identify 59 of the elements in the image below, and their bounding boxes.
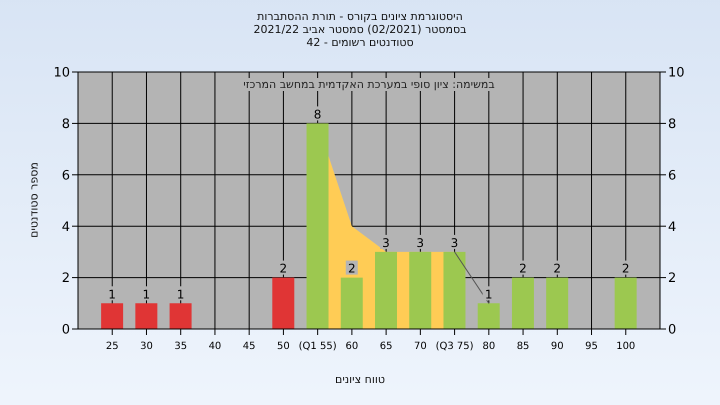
x-tick-label: 95: [585, 341, 598, 352]
bar: [443, 252, 466, 329]
x-tick-label: 40: [208, 341, 222, 352]
y-tick-label: 0: [62, 322, 70, 338]
data-label: 1: [176, 287, 184, 302]
y-tick-label: 8: [62, 117, 70, 132]
bar: [170, 303, 192, 329]
y2-tick-label: 0: [668, 322, 676, 338]
chart-subtitle: בסמסטר (02/2021) סמסטר אביב 2021/22 סטודנטים רשומים - 42: [252, 23, 468, 49]
data-label: 2: [348, 262, 356, 276]
bar: [306, 123, 329, 329]
y-axis-title: מספר סטודנטים: [28, 162, 40, 238]
annotation: במשימה: ציון סופי במערכת האקדמית במחשב המרכזי: [241, 78, 497, 91]
x-tick-label: 70: [414, 341, 427, 352]
y2-tick-label: 6: [668, 168, 676, 184]
bar: [135, 303, 158, 329]
bar: [409, 252, 432, 329]
data-label: 2: [279, 262, 288, 276]
data-label: 1: [108, 287, 116, 302]
bar: [375, 252, 397, 329]
y2-tick-label: 4: [668, 220, 676, 235]
data-label: 2: [519, 262, 527, 276]
y2-tick-label: 8: [668, 117, 676, 132]
x-tick-label: 45: [242, 341, 256, 352]
bar: [272, 278, 294, 329]
data-label: 8: [314, 107, 322, 122]
x-tick-label: 85: [516, 341, 530, 352]
data-label: 3: [382, 236, 390, 250]
y-tick-label: 10: [53, 66, 70, 81]
x-tick-label: 60: [346, 341, 358, 352]
y-tick-label: 6: [62, 168, 70, 184]
bar: [614, 278, 637, 329]
bar: [101, 303, 124, 329]
x-tick-label: (Q3 75): [436, 341, 474, 352]
bar: [512, 278, 534, 329]
y2-tick-label: 2: [668, 271, 676, 286]
x-tick-label: 80: [482, 341, 496, 352]
y-tick-label: 2: [62, 271, 70, 286]
x-tick-label: 90: [550, 341, 564, 352]
x-tick-label: 100: [616, 341, 636, 352]
x-tick-label: 30: [140, 341, 153, 352]
data-label: 2: [553, 262, 561, 276]
x-tick-label: 25: [106, 341, 119, 352]
bar: [340, 278, 363, 329]
x-tick-label: 35: [174, 341, 188, 352]
data-label: 2: [622, 262, 630, 276]
x-tick-label: 65: [380, 341, 392, 352]
bar: [478, 303, 500, 329]
chart-title: היסטוגרמת ציונים בקורס - תורת ההסתברות: [256, 10, 464, 23]
data-label: 1: [484, 287, 493, 302]
data-label: 1: [142, 287, 150, 302]
x-tick-label: 50: [277, 341, 290, 352]
y-tick-label: 4: [62, 220, 70, 235]
bar: [546, 278, 568, 329]
y2-tick-label: 10: [668, 66, 685, 81]
data-label: 3: [450, 236, 458, 250]
data-label: 3: [416, 236, 424, 250]
x-axis-title: טווח ציונים: [334, 373, 386, 386]
x-tick-label: (Q1 55): [298, 341, 337, 352]
